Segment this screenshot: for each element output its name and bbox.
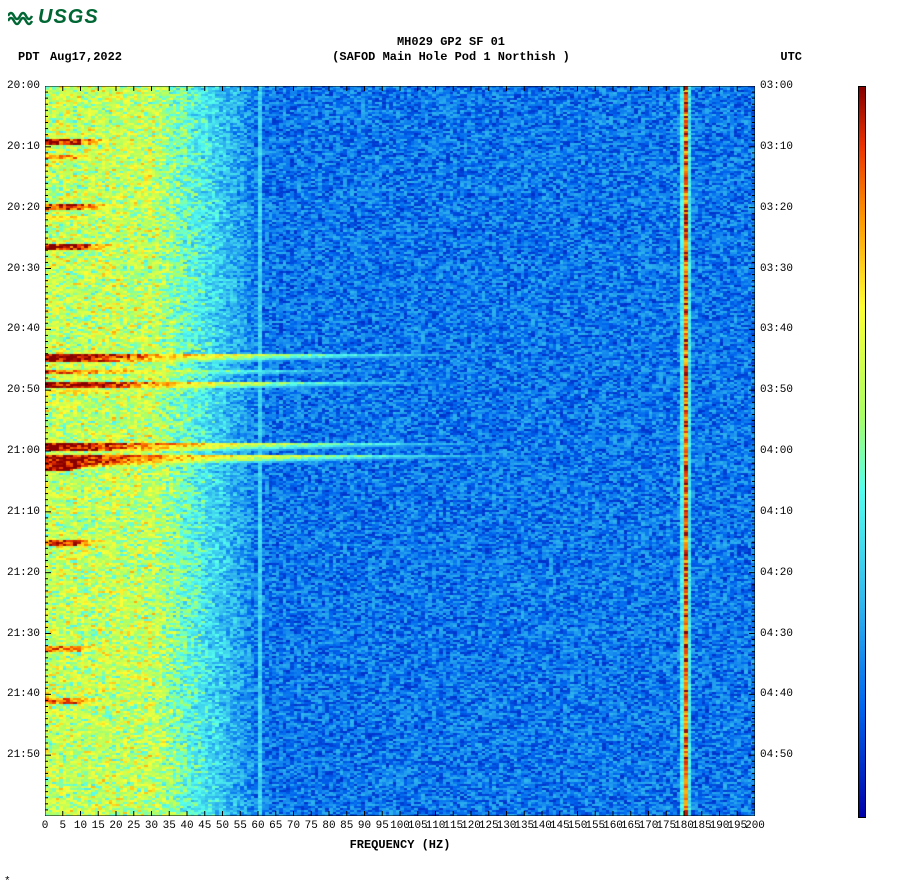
ytick-right: 03:00 <box>760 80 805 92</box>
ytick-right: 03:50 <box>760 384 805 396</box>
usgs-logo: USGS <box>8 6 99 29</box>
colorbar <box>858 86 866 818</box>
page-root: USGS PDT Aug17,2022 MH029 GP2 SF 01 (SAF… <box>0 0 902 892</box>
tz-right-label: UTC <box>780 50 802 64</box>
logo-text: USGS <box>38 6 99 29</box>
ytick-right: 04:10 <box>760 506 805 518</box>
spectrogram-canvas <box>45 86 755 816</box>
ytick-left: 21:10 <box>0 506 40 518</box>
ytick-right: 03:40 <box>760 323 805 335</box>
x-axis-label: FREQUENCY (HZ) <box>45 838 755 852</box>
ytick-right: 03:10 <box>760 141 805 153</box>
ytick-left: 20:00 <box>0 80 40 92</box>
ytick-left: 20:20 <box>0 202 40 214</box>
xtick: 200 <box>744 820 766 832</box>
ytick-left: 21:00 <box>0 445 40 457</box>
ytick-right: 04:30 <box>760 628 805 640</box>
ytick-left: 20:30 <box>0 263 40 275</box>
ytick-left: 21:20 <box>0 567 40 579</box>
ytick-right: 04:50 <box>760 749 805 761</box>
ytick-left: 20:10 <box>0 141 40 153</box>
ytick-right: 03:20 <box>760 202 805 214</box>
ytick-left: 21:30 <box>0 628 40 640</box>
ytick-left: 20:40 <box>0 323 40 335</box>
spectrogram-plot <box>45 86 755 816</box>
wave-icon <box>8 9 34 27</box>
ytick-left: 20:50 <box>0 384 40 396</box>
ytick-right: 04:40 <box>760 688 805 700</box>
title-line-1: MH029 GP2 SF 01 <box>0 35 902 49</box>
ytick-right: 03:30 <box>760 263 805 275</box>
ytick-left: 21:50 <box>0 749 40 761</box>
footer-mark: * <box>4 876 11 888</box>
ytick-right: 04:20 <box>760 567 805 579</box>
ytick-left: 21:40 <box>0 688 40 700</box>
title-line-2: (SAFOD Main Hole Pod 1 Northish ) <box>0 50 902 64</box>
ytick-right: 04:00 <box>760 445 805 457</box>
